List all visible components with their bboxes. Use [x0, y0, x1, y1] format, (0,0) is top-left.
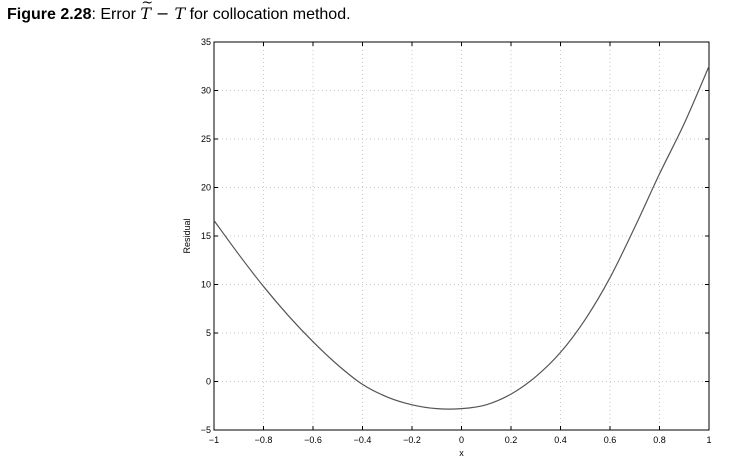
caption-prefix: Error [100, 6, 141, 23]
y-tick-label: 30 [201, 86, 211, 96]
residual-series-line [213, 66, 710, 410]
caption-suffix: for collocation method. [185, 6, 351, 23]
y-tick-label: 15 [201, 231, 211, 241]
y-axis-label: Residual [182, 218, 192, 253]
x-tick-label: 0.6 [604, 435, 617, 445]
x-tick-label: 1 [706, 435, 711, 445]
y-tick-label: −5 [201, 425, 211, 435]
x-tick-label: −0.4 [354, 435, 372, 445]
caption-math-t2: T [174, 4, 186, 23]
caption-math-t1: T [140, 4, 152, 23]
x-tick-label: 0.8 [653, 435, 666, 445]
x-axis-label: x [459, 448, 464, 458]
x-tick-label: −0.6 [304, 435, 322, 445]
figure-caption: Figure 2.28: Error ~ T − T for collocation … [7, 0, 351, 24]
caption-separator: : [91, 6, 101, 23]
caption-math-tilde: ~ [141, 0, 154, 11]
caption-math-t-tilde: ~ T [140, 0, 153, 23]
figure-label: Figure 2.28 [7, 6, 92, 23]
x-tick-label: −1 [209, 435, 219, 445]
y-tick-label: 25 [201, 134, 211, 144]
x-tick-label: 0.2 [505, 435, 518, 445]
y-tick-label: 35 [201, 37, 211, 47]
x-tick-label: 0.4 [554, 435, 567, 445]
x-tick-label: −0.2 [403, 435, 421, 445]
caption-math-minus: − [156, 4, 170, 23]
y-tick-label: 10 [201, 280, 211, 290]
y-tick-label: 0 [206, 377, 211, 387]
caption-math-expression: ~ T − T [140, 0, 186, 23]
x-tick-label: 0 [459, 435, 464, 445]
y-tick-label: 5 [206, 328, 211, 338]
y-tick-label: 20 [201, 183, 211, 193]
x-tick-label: −0.8 [255, 435, 273, 445]
